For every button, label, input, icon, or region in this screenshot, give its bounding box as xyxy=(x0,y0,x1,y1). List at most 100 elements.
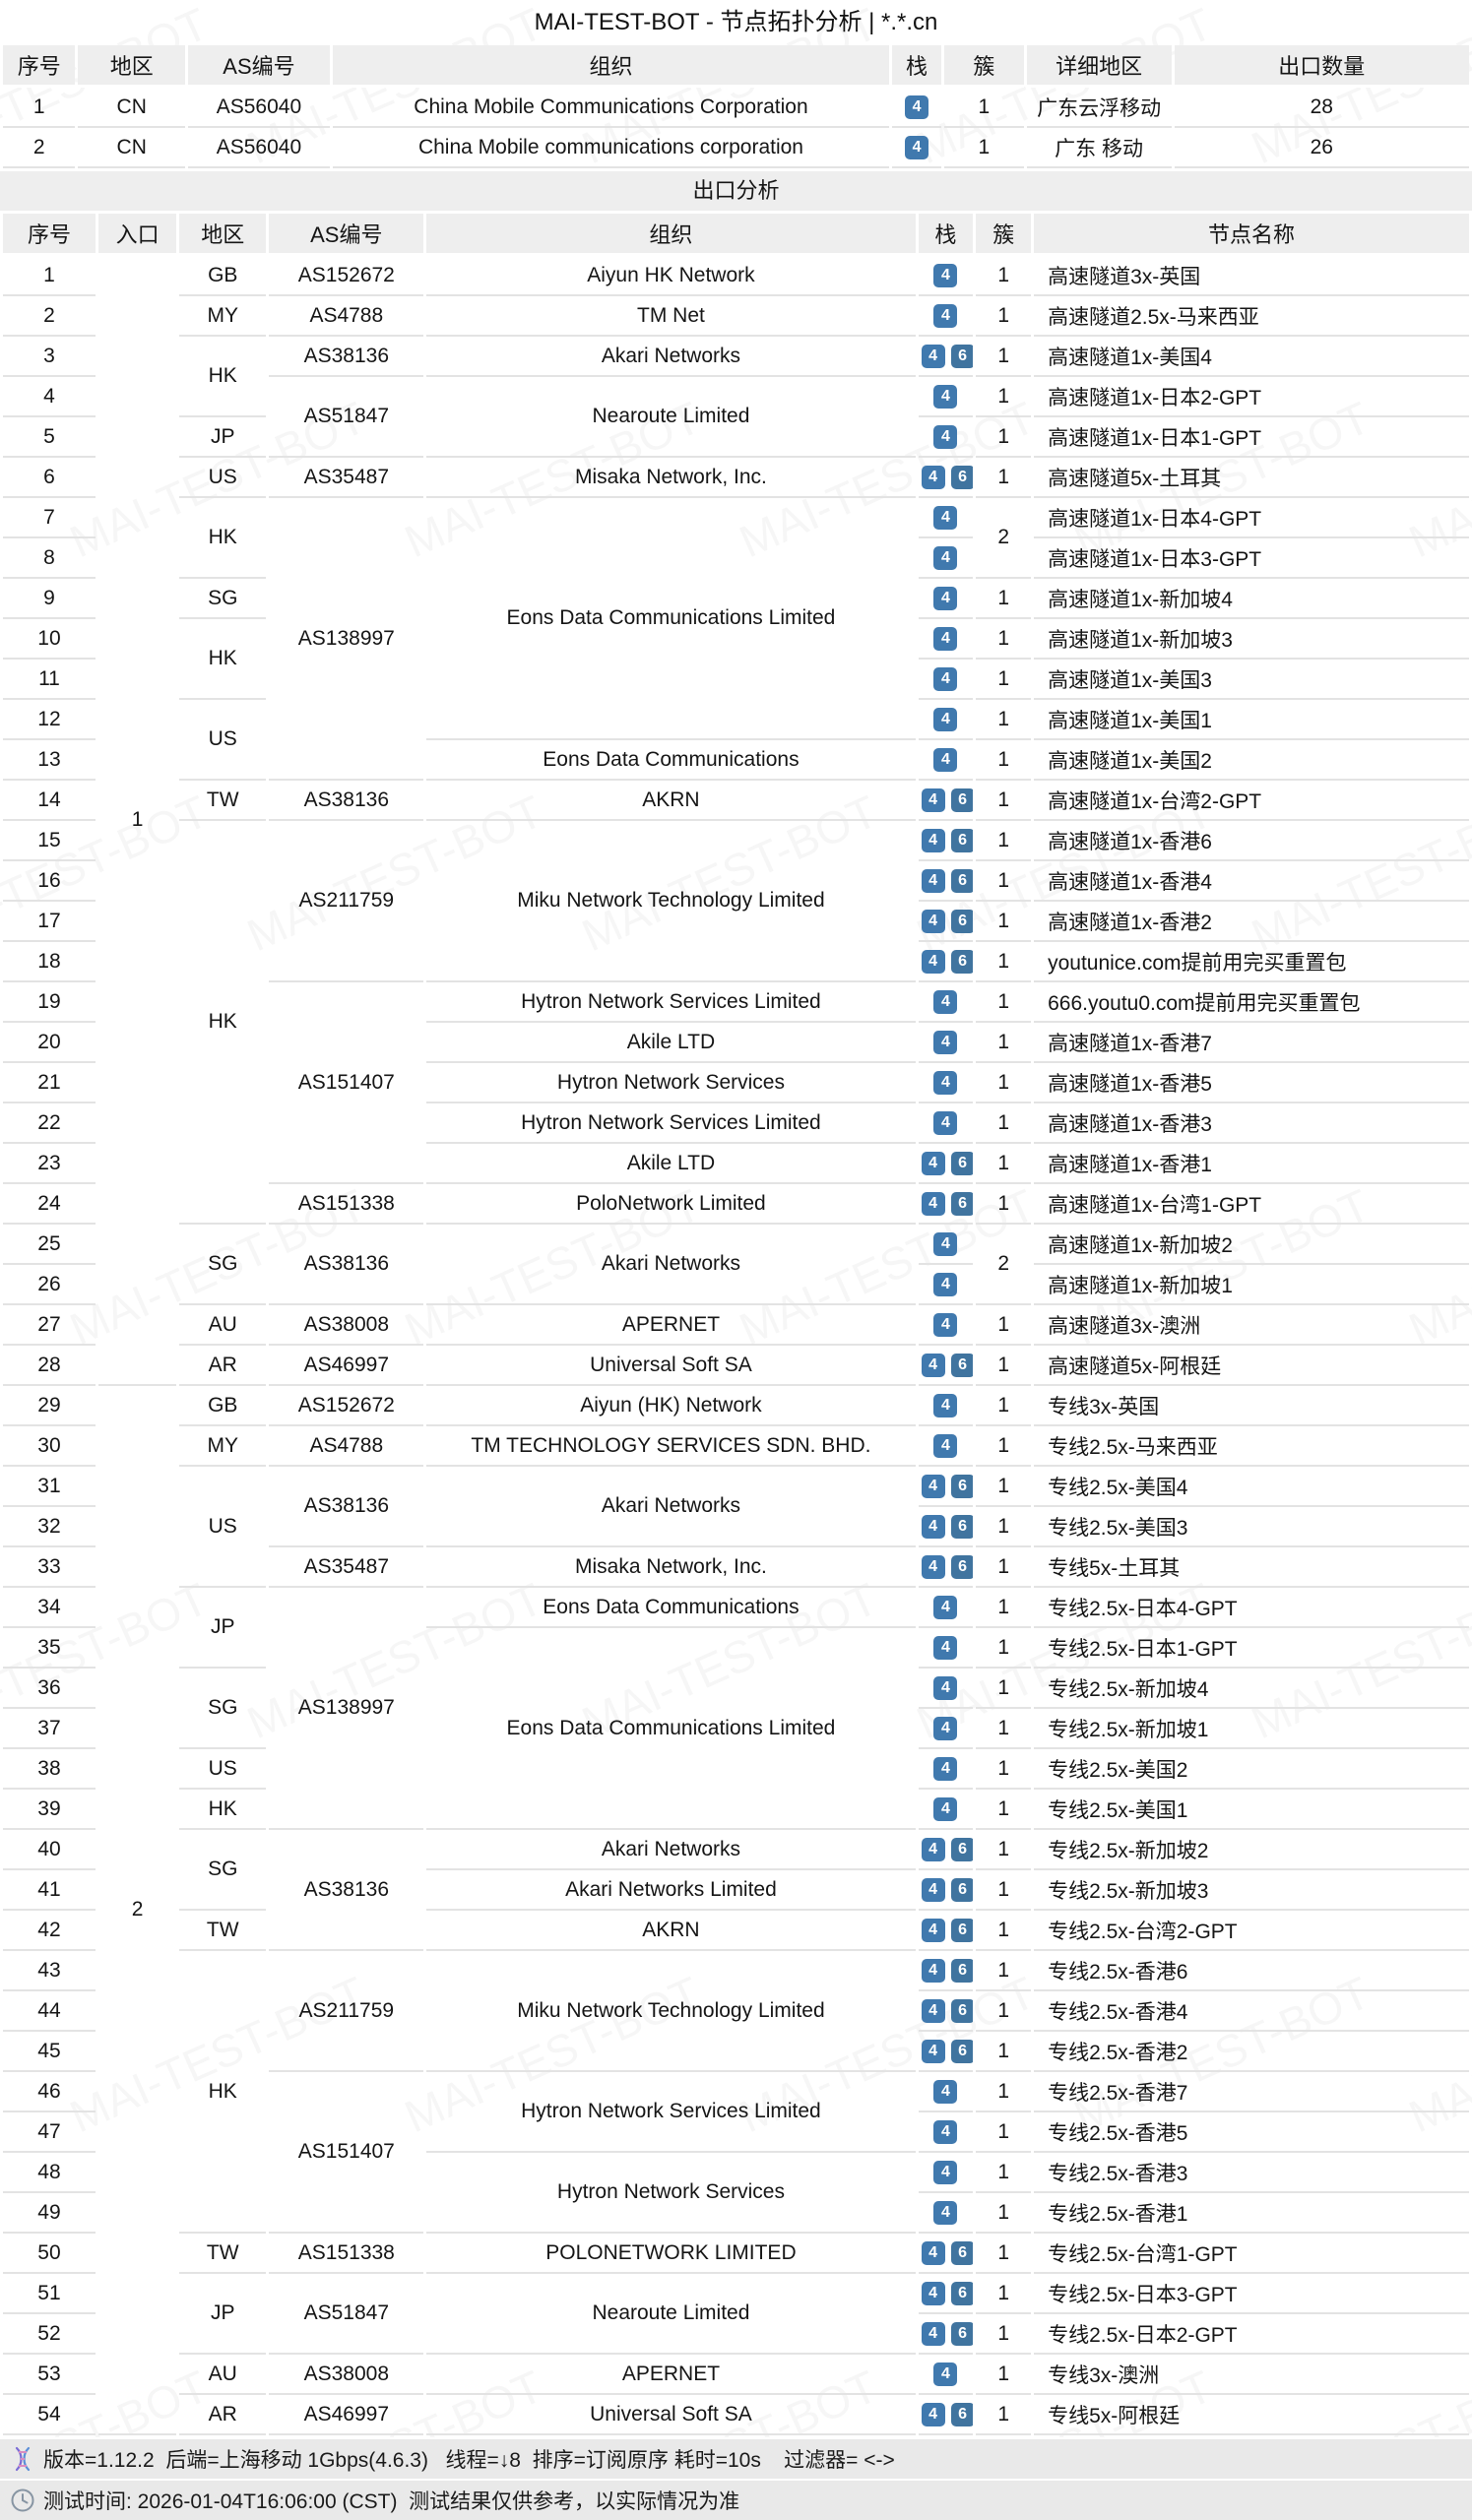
stack-badge-4: 4 xyxy=(921,2281,945,2305)
cell-org: Miku Network Technology Limited xyxy=(426,821,916,982)
column-header-2: AS编号 xyxy=(188,45,330,88)
cell-seq: 6 xyxy=(3,458,96,498)
stack-badge-4: 4 xyxy=(933,747,958,772)
cell-stack: 4 xyxy=(918,579,974,619)
table-row: 47 4 1 专线2.5x-香港5 xyxy=(3,2112,1469,2153)
cell-seq: 14 xyxy=(3,781,96,821)
stack-badge-4: 4 xyxy=(921,1514,945,1539)
cell-org: APERNET xyxy=(426,2355,916,2395)
cell-seq: 34 xyxy=(3,1588,96,1628)
column-header-7: 节点名称 xyxy=(1034,214,1469,256)
stack-badge-4: 4 xyxy=(933,2200,958,2225)
cell-org: TM Net xyxy=(426,296,916,337)
cell-seq: 5 xyxy=(3,417,96,458)
cell-seq: 30 xyxy=(3,1426,96,1467)
cell-stack: 4 xyxy=(918,2072,974,2112)
cell-asn: AS35487 xyxy=(269,458,424,498)
cell-cluster: 1 xyxy=(976,2112,1032,2153)
table-row: 16 4 6 1 高速隧道1x-香港4 xyxy=(3,861,1469,902)
stack-badge-6: 6 xyxy=(950,2240,974,2265)
cell-seq: 8 xyxy=(3,538,96,579)
cell-stack: 4 xyxy=(918,296,974,337)
cell-region: GB xyxy=(179,1386,267,1426)
table-row: 35 Eons Data Communications Limited 4 1 专线2.… xyxy=(3,1628,1469,1830)
cell-count: 28 xyxy=(1174,88,1469,128)
cell-region: AR xyxy=(179,1346,267,1386)
cell-asn: AS38136 xyxy=(269,1225,424,1305)
cell-cluster: 1 xyxy=(976,1588,1032,1628)
column-header-0: 序号 xyxy=(3,45,76,88)
stack-badge-4: 4 xyxy=(933,626,958,651)
cell-org: China Mobile communications corporation xyxy=(332,128,890,168)
cell-asn: AS152672 xyxy=(269,256,424,296)
cell-seq: 32 xyxy=(3,1507,96,1547)
exit-analysis-section-header: 出口分析 xyxy=(0,171,1472,211)
cell-seq: 28 xyxy=(3,1346,96,1386)
cell-org: APERNET xyxy=(426,1305,916,1346)
cell-seq: 18 xyxy=(3,942,96,982)
cell-asn: AS4788 xyxy=(269,296,424,337)
stack-badge-4: 4 xyxy=(921,1958,945,1983)
cell-asn: AS38008 xyxy=(269,1305,424,1346)
cell-org: POLONETWORK LIMITED xyxy=(426,2234,916,2274)
cell-seq: 16 xyxy=(3,861,96,902)
cell-stack: 4 xyxy=(892,128,941,168)
cell-stack: 4 xyxy=(918,1749,974,1790)
cell-seq: 38 xyxy=(3,1749,96,1790)
cell-detail: 广东云浮移动 xyxy=(1026,88,1172,128)
cell-region: CN xyxy=(78,88,186,128)
cell-org: PoloNetwork Limited xyxy=(426,1184,916,1225)
cell-seq: 54 xyxy=(3,2395,96,2435)
cell-cluster: 1 xyxy=(976,619,1032,660)
column-header-7: 出口数量 xyxy=(1174,45,1469,88)
cell-region: CN xyxy=(78,128,186,168)
table-row: 28 AR AS46997 Universal Soft SA 4 6 1 高速隧道5x-阿根… xyxy=(3,1346,1469,1386)
cell-asn: AS56040 xyxy=(188,128,330,168)
stack-badge-4: 4 xyxy=(921,909,945,933)
cell-node: 高速隧道1x-日本4-GPT xyxy=(1034,498,1469,538)
table-row: 30 MY AS4788 TM TECHNOLOGY SERVICES SDN. BH… xyxy=(3,1426,1469,1467)
cell-node: 高速隧道1x-日本1-GPT xyxy=(1034,417,1469,458)
cell-cluster: 1 xyxy=(976,1426,1032,1467)
cell-seq: 15 xyxy=(3,821,96,861)
stack-badge-4: 4 xyxy=(905,135,929,159)
cell-cluster: 1 xyxy=(976,377,1032,417)
cell-region: MY xyxy=(179,296,267,337)
cell-region: MY xyxy=(179,1426,267,1467)
table-row: 46 AS151407 Hytron Network Services Limite… xyxy=(3,2072,1469,2234)
cell-cluster: 1 xyxy=(976,1669,1032,1709)
cell-org: Universal Soft SA xyxy=(426,1346,916,1386)
cell-cluster: 1 xyxy=(976,337,1032,377)
cell-cluster: 1 xyxy=(976,2234,1032,2274)
cell-node: 高速隧道1x-台湾2-GPT xyxy=(1034,781,1469,821)
cell-seq: 19 xyxy=(3,982,96,1023)
cell-org: Eons Data Communications xyxy=(426,1588,916,1628)
footer-version-text: 版本=1.12.2 后端=上海移动 1Gbps(4.6.3) 线程=↓8 排序=… xyxy=(43,2449,895,2472)
cell-seq: 53 xyxy=(3,2355,96,2395)
cell-region: HK xyxy=(179,337,267,417)
cell-region: TW xyxy=(179,2234,267,2274)
header-row: 序号 地区 AS编号 组织栈簇详细地区 出口数量 xyxy=(3,45,1469,88)
table-row: 26 4 高速隧道1x-新加坡1 xyxy=(3,1265,1469,1305)
stack-badge-4: 4 xyxy=(921,1998,945,2023)
cell-asn: AS51847 xyxy=(269,2274,424,2355)
cell-seq: 9 xyxy=(3,579,96,619)
cell-stack: 4 xyxy=(918,538,974,579)
cell-region: US xyxy=(179,700,267,781)
table-row: 10 HK 4 1 高速隧道1x-新加坡3 xyxy=(3,619,1469,700)
cell-org: Eons Data Communications xyxy=(426,740,916,781)
stack-badge-4: 4 xyxy=(933,1595,958,1619)
stack-badge-4: 4 xyxy=(905,94,929,119)
cell-region: AU xyxy=(179,1305,267,1346)
cell-org: Nearoute Limited xyxy=(426,2274,916,2355)
stack-badge-4: 4 xyxy=(933,989,958,1014)
stack-badge-4: 4 xyxy=(933,303,958,328)
cell-node: 专线2.5x-日本4-GPT xyxy=(1034,1588,1469,1628)
cell-cluster: 1 xyxy=(976,2153,1032,2193)
stack-badge-4: 4 xyxy=(921,2039,945,2063)
stack-badge-4: 4 xyxy=(921,1877,945,1902)
cell-node: 专线3x-澳洲 xyxy=(1034,2355,1469,2395)
cell-region: US xyxy=(179,1467,267,1588)
stack-badge-6: 6 xyxy=(950,1353,974,1377)
